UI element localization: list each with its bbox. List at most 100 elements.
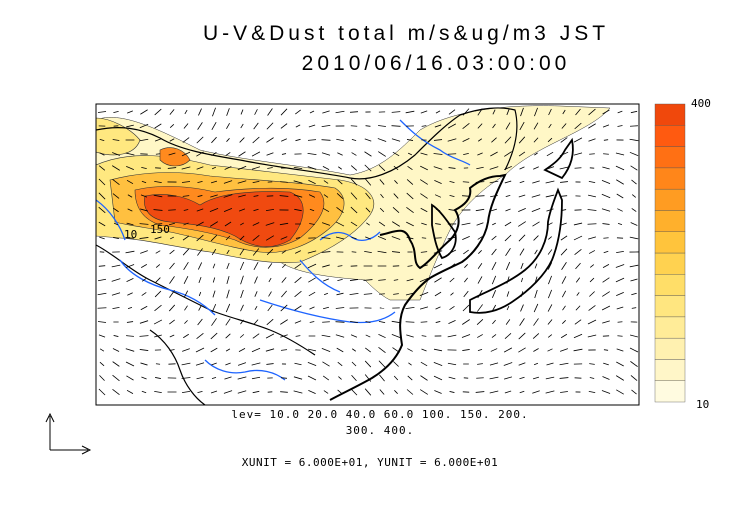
wind-vector	[350, 192, 358, 200]
wind-vector	[280, 236, 288, 240]
wind-vector	[534, 249, 538, 255]
wind-vector	[490, 348, 498, 352]
wind-vector	[307, 250, 317, 254]
wind-vector	[183, 209, 189, 211]
wind-vector	[294, 276, 302, 284]
wind-vector	[587, 223, 597, 225]
wind-vector	[503, 362, 513, 366]
wind-vector	[547, 262, 553, 270]
wind-vector	[195, 347, 205, 353]
wind-vector	[407, 165, 413, 171]
wind-vector	[560, 195, 568, 197]
wind-vector	[589, 153, 595, 155]
wind-vector	[504, 234, 512, 242]
wind-vector	[434, 291, 442, 297]
wind-vector	[364, 250, 372, 254]
wind-vector	[519, 318, 525, 326]
wind-vector	[337, 361, 343, 367]
wind-vector	[420, 361, 428, 367]
wind-vector	[350, 221, 358, 227]
wind-vector	[561, 209, 567, 211]
wind-vector	[589, 277, 595, 283]
wind-vector	[448, 376, 456, 380]
wind-vector	[281, 250, 287, 254]
wind-vector	[433, 375, 443, 381]
wind-vector	[212, 277, 216, 283]
wind-vector	[435, 110, 441, 114]
wind-vector	[224, 376, 232, 380]
wind-vector	[139, 237, 149, 239]
wind-vector	[534, 107, 538, 117]
wind-vector	[239, 334, 245, 338]
wind-vector	[546, 151, 554, 157]
wind-vector	[546, 208, 554, 212]
wind-vector	[238, 151, 246, 157]
wind-vector	[378, 221, 386, 227]
wind-vector	[97, 307, 107, 309]
wind-vector	[532, 333, 540, 339]
colorbar-max-label: 400	[691, 97, 711, 110]
wind-vector	[279, 195, 289, 197]
wind-vector	[210, 194, 218, 198]
wind-vector	[154, 390, 162, 394]
wind-vector	[265, 333, 275, 339]
wind-vector	[237, 362, 247, 366]
wind-vector	[561, 123, 567, 129]
wind-vector	[254, 109, 258, 115]
wind-vector	[140, 109, 148, 115]
wind-vector	[225, 152, 231, 156]
wind-vector	[490, 151, 498, 157]
wind-vector	[195, 362, 205, 366]
wind-vector	[448, 263, 456, 269]
wind-vector	[169, 334, 175, 338]
colorbar-swatch	[654, 295, 686, 318]
wind-vector	[519, 248, 525, 256]
colorbar-swatch	[654, 359, 686, 381]
wind-vector	[519, 121, 525, 131]
wind-vector	[169, 109, 175, 115]
wind-vector	[97, 292, 107, 296]
wind-vector	[125, 250, 135, 254]
wind-vector	[435, 306, 441, 310]
wind-vector	[140, 194, 148, 198]
wind-vector	[254, 291, 258, 297]
wind-vector	[561, 290, 567, 298]
wind-vector	[198, 291, 202, 297]
wind-vector	[603, 362, 609, 366]
wind-vector	[449, 194, 455, 198]
wind-vector	[225, 303, 231, 313]
wind-vector	[433, 362, 443, 366]
wind-vector	[615, 264, 625, 268]
wind-vector	[99, 348, 105, 352]
wind-vector	[141, 376, 147, 380]
wind-vector	[113, 335, 119, 337]
wind-vector	[280, 123, 288, 129]
wind-vector	[351, 152, 357, 156]
wind-vector	[380, 193, 384, 199]
wind-vector	[350, 206, 358, 214]
wind-vector	[295, 124, 301, 128]
wind-vector	[351, 374, 357, 382]
wind-vector	[349, 111, 359, 113]
wind-vector	[589, 291, 595, 297]
wind-vector	[589, 363, 595, 365]
wind-vector	[196, 208, 204, 212]
wind-vector	[126, 124, 134, 128]
wind-vector	[140, 208, 148, 212]
wind-vector	[630, 334, 638, 338]
wind-vector	[309, 208, 315, 212]
wind-vector	[252, 180, 260, 184]
wind-vector	[323, 180, 329, 184]
wind-vector	[211, 248, 217, 256]
wind-vector	[127, 306, 133, 310]
wind-vector	[491, 334, 497, 338]
wind-vector	[307, 263, 317, 269]
wind-vector	[573, 235, 583, 241]
wind-vector	[533, 318, 539, 326]
wind-vector	[602, 320, 610, 324]
wind-vector	[504, 180, 512, 184]
wind-vector	[631, 194, 637, 198]
wind-vector	[378, 164, 386, 172]
wind-vector	[154, 123, 162, 129]
wind-vector	[532, 390, 540, 394]
